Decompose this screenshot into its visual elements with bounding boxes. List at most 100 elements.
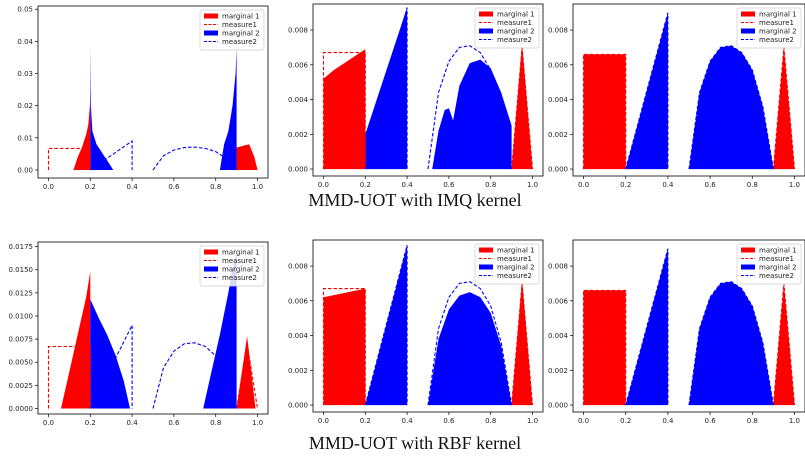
series-fill-marginal-1 (511, 44, 533, 170)
y-tick-label: 0.05 (17, 6, 33, 14)
x-tick-label: 0.0 (43, 419, 54, 426)
y-tick-label: 0.0050 (9, 359, 34, 367)
series-fill-marginal-1 (236, 336, 256, 409)
y-tick-label: 0.000 (288, 402, 308, 410)
x-tick-label: 0.0 (318, 181, 329, 189)
x-tick-label: 1.0 (252, 419, 263, 426)
series-line-measure2 (364, 245, 408, 406)
legend-label: measure1 (222, 257, 257, 265)
x-tick-label: 0.2 (620, 181, 631, 189)
series-line-measure1 (47, 345, 91, 409)
series-fill-marginal-2 (203, 253, 237, 409)
x-tick-label: 0.2 (360, 181, 371, 189)
y-tick-label: 0.0175 (9, 243, 34, 251)
legend-label: marginal 2 (759, 264, 797, 272)
series-fill-marginal-2 (90, 47, 114, 170)
x-tick-label: 0.6 (705, 181, 717, 189)
series-line-measure1 (582, 289, 627, 406)
axes-frame (312, 3, 544, 177)
axes-frame (37, 241, 269, 415)
y-tick-label: 0.0100 (9, 312, 34, 320)
chart-top-left: 0.0 0.2 0.4 0.6 0.8 1.0 0.00 0.01 0.02 0.03 0.04 0.… (17, 5, 269, 190)
legend-label: marginal 1 (497, 11, 535, 19)
y-tick-label: 0.0125 (9, 289, 34, 297)
legend-label: measure1 (497, 19, 532, 27)
x-tick-label: 0.0 (318, 417, 329, 425)
chart-bottom-left: 0.0 0.2 0.4 0.6 0.8 1.0 0.0000 0.0025 0.0050 0.00… (9, 241, 269, 426)
legend-label: marginal 2 (222, 266, 260, 274)
series-fill-marginal-1 (73, 89, 91, 170)
y-tick-label: 0.0000 (9, 405, 34, 413)
caption-imq: MMD-UOT with IMQ kernel (308, 190, 522, 210)
x-tick-label: 0.0 (578, 181, 589, 189)
x-tick-label: 0.8 (747, 181, 758, 189)
x-tick-label: 0.4 (127, 183, 139, 190)
legend-label: marginal 1 (222, 13, 260, 21)
y-tick-label: 0.002 (288, 367, 308, 375)
axes-frame (37, 5, 269, 179)
series-fill-marginal-1 (236, 144, 258, 170)
series-fill-marginal-2 (689, 281, 774, 406)
legend-label: marginal 2 (222, 30, 260, 38)
legend-label: marginal 1 (759, 11, 797, 19)
legend-label: measure2 (222, 274, 257, 282)
x-tick-label: 1.0 (789, 417, 800, 425)
legend-label: marginal 1 (497, 247, 535, 255)
legend-label: measure1 (759, 255, 794, 263)
x-tick-label: 0.8 (210, 419, 221, 426)
x-tick-label: 0.0 (578, 417, 589, 425)
x-tick-label: 0.4 (662, 417, 674, 425)
legend-label: marginal 1 (222, 249, 260, 257)
y-tick-label: 0.008 (288, 263, 308, 271)
y-tick-label: 0.008 (548, 263, 568, 271)
legend-label: measure2 (497, 272, 532, 280)
x-tick-label: 0.4 (662, 181, 674, 189)
legend-label: marginal 2 (497, 28, 535, 36)
legend-label: measure2 (759, 36, 794, 44)
x-tick-label: 0.4 (402, 181, 414, 189)
series-line-measure2 (427, 45, 513, 170)
series-fill-marginal-1 (773, 47, 795, 170)
chart-bottom-middle: 0.0 0.2 0.4 0.6 0.8 1.0 0.000 0.002 0.004 0.006 0.… (288, 239, 544, 425)
y-tick-label: 0.0150 (9, 266, 34, 274)
y-tick-label: 0.002 (548, 131, 568, 139)
series-line-measure2 (152, 146, 238, 171)
x-tick-label: 1.0 (527, 181, 538, 189)
legend-label: marginal 2 (497, 264, 535, 272)
x-tick-label: 0.2 (85, 419, 96, 426)
y-tick-label: 0.00 (17, 166, 33, 174)
legend-swatch-marginal2 (741, 264, 755, 270)
y-tick-label: 0.008 (548, 27, 568, 35)
caption-rbf: MMD-UOT with RBF kernel (308, 433, 522, 453)
legend-swatch-marginal2 (479, 28, 493, 34)
series-line-measure1 (582, 53, 627, 170)
y-tick-label: 0.01 (17, 134, 33, 142)
series-fill-marginal-2 (90, 299, 130, 409)
axes-frame (312, 239, 544, 413)
x-tick-label: 0.6 (705, 417, 717, 425)
x-tick-label: 0.8 (485, 181, 496, 189)
legend-label: measure2 (759, 272, 794, 280)
series-fill-marginal-1 (583, 290, 626, 406)
x-tick-label: 0.2 (85, 183, 96, 190)
series-line-measure1 (236, 146, 258, 171)
y-tick-label: 0.04 (17, 38, 33, 46)
x-tick-label: 1.0 (527, 417, 538, 425)
legend-swatch-marginal1 (479, 11, 493, 17)
x-tick-label: 0.6 (168, 419, 180, 426)
y-tick-label: 0.002 (548, 367, 568, 375)
y-tick-label: 0.0025 (9, 382, 34, 390)
chart-top-middle: 0.0 0.2 0.4 0.6 0.8 1.0 0.000 0.002 0.004 0.006 0.… (288, 3, 544, 189)
series-line-measure2 (364, 7, 408, 170)
legend-label: marginal 1 (759, 247, 797, 255)
series-line-measure2 (89, 324, 133, 409)
y-tick-label: 0.006 (288, 297, 309, 305)
y-tick-label: 0.000 (548, 166, 568, 174)
y-tick-label: 0.000 (548, 402, 568, 410)
y-tick-label: 0.004 (288, 96, 309, 104)
y-tick-label: 0.008 (288, 27, 308, 35)
axes-frame (572, 3, 805, 177)
axes-frame (572, 239, 805, 413)
